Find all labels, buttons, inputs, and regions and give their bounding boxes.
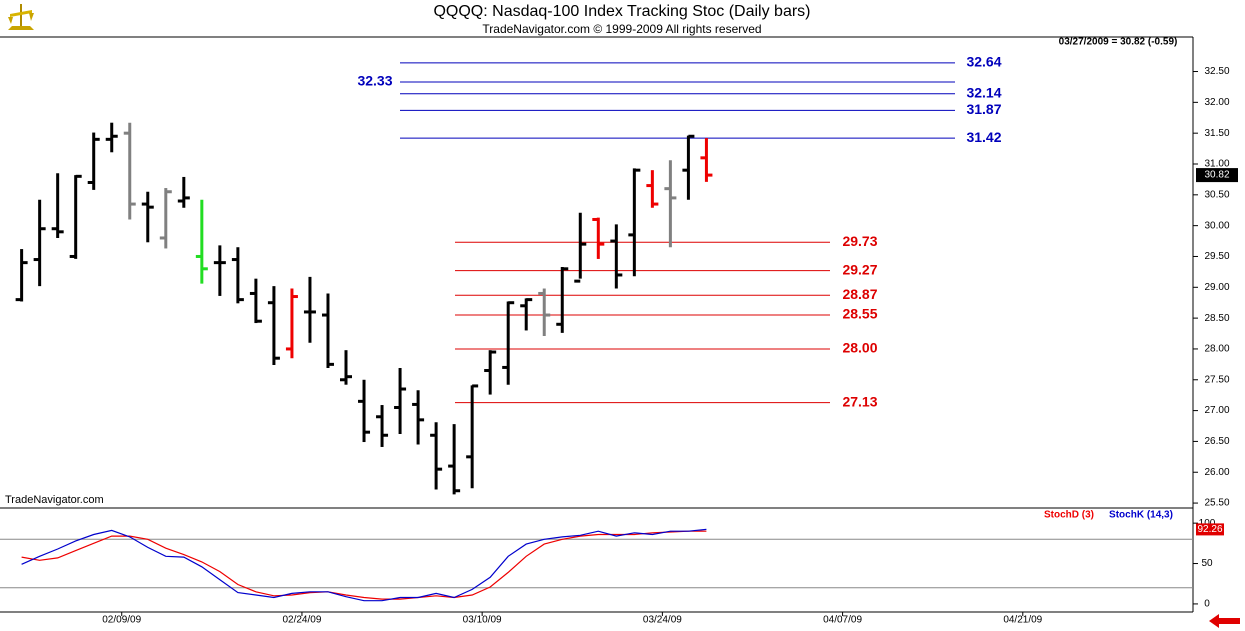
y-tick-label: 29.50 <box>1204 251 1229 262</box>
level-label: 28.00 <box>842 340 877 356</box>
y-tick-label: 30.50 <box>1204 189 1229 200</box>
y-tick-label: 28.50 <box>1204 313 1229 324</box>
y-tick-label: 0 <box>1204 599 1210 610</box>
last-value-label: 92.26 <box>1197 524 1222 535</box>
level-label: 29.73 <box>842 233 877 249</box>
y-tick-label: 26.00 <box>1204 467 1229 478</box>
stoch-line <box>21 528 707 602</box>
level-label: 29.27 <box>842 261 877 277</box>
legend-entry: StochD (3) <box>1044 510 1094 521</box>
level-label: 31.42 <box>966 129 1001 145</box>
chart-subtitle: TradeNavigator.com © 1999-2009 All right… <box>482 22 761 36</box>
last-price-label: 30.82 <box>1204 170 1229 181</box>
last-price-box <box>1196 168 1238 183</box>
level-label: 27.13 <box>842 393 877 409</box>
y-tick-label: 31.50 <box>1204 128 1229 139</box>
x-tick-label: 04/21/09 <box>1003 615 1042 626</box>
level-label: 28.55 <box>842 306 877 322</box>
y-tick-label: 31.00 <box>1204 159 1229 170</box>
y-tick-label: 26.50 <box>1204 436 1229 447</box>
last-price-annotation: 03/27/2009 = 30.82 (-0.59) <box>1059 37 1178 48</box>
level-label: 28.87 <box>842 286 877 302</box>
watermark: TradeNavigator.com <box>5 494 104 506</box>
logo <box>8 4 34 30</box>
y-tick-label: 25.50 <box>1204 498 1229 509</box>
level-label: 32.33 <box>357 73 392 89</box>
last-value-box <box>1196 523 1224 536</box>
y-tick-label: 27.50 <box>1204 374 1229 385</box>
y-tick-label: 29.00 <box>1204 282 1229 293</box>
y-tick-label: 100 <box>1199 518 1216 529</box>
scroll-arrow[interactable] <box>1209 614 1240 628</box>
x-tick-label: 03/24/09 <box>643 615 682 626</box>
y-tick-label: 32.00 <box>1204 97 1229 108</box>
stoch-line <box>21 530 707 600</box>
level-label: 32.14 <box>966 84 1001 100</box>
y-tick-label: 30.00 <box>1204 220 1229 231</box>
y-tick-label: 27.00 <box>1204 405 1229 416</box>
y-tick-label: 32.50 <box>1204 66 1229 77</box>
x-tick-label: 02/24/09 <box>282 615 321 626</box>
y-tick-label: 50 <box>1201 558 1213 569</box>
y-tick-label: 28.00 <box>1204 344 1229 355</box>
x-tick-label: 03/10/09 <box>463 615 502 626</box>
legend-entry: StochK (14,3) <box>1109 510 1173 521</box>
chart-title: QQQQ: Nasdaq-100 Index Tracking Stoc (Da… <box>433 3 810 20</box>
level-label: 31.87 <box>966 101 1001 117</box>
level-label: 32.64 <box>966 54 1001 70</box>
x-tick-label: 04/07/09 <box>823 615 862 626</box>
x-tick-label: 02/09/09 <box>102 615 141 626</box>
